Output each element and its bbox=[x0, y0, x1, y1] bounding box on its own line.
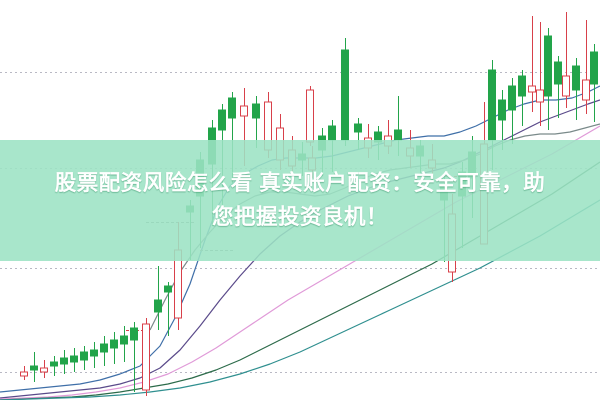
candle-body bbox=[458, 171, 466, 197]
candle-up bbox=[50, 356, 58, 376]
candle-body bbox=[288, 149, 296, 167]
candle-up bbox=[554, 56, 562, 118]
candle-body bbox=[341, 49, 349, 141]
candle-body bbox=[536, 89, 544, 103]
candle-body bbox=[582, 79, 590, 101]
candle-body bbox=[572, 65, 580, 91]
candle-down bbox=[20, 366, 28, 380]
candle-body bbox=[528, 85, 536, 93]
candle-body bbox=[468, 151, 476, 179]
candle-body bbox=[60, 357, 68, 365]
candle-body bbox=[544, 35, 552, 97]
candle-body bbox=[562, 75, 570, 97]
candle-body bbox=[518, 75, 526, 97]
candle-body bbox=[142, 323, 150, 391]
candle-body bbox=[354, 123, 362, 133]
candle-up bbox=[154, 266, 162, 330]
candle-down bbox=[264, 92, 272, 158]
candle-down bbox=[528, 16, 536, 112]
candle-body bbox=[448, 213, 456, 273]
candle-body bbox=[100, 343, 108, 353]
candle-down bbox=[562, 12, 570, 108]
candle-up bbox=[110, 332, 118, 364]
candle-body bbox=[154, 299, 162, 313]
candle-up bbox=[80, 346, 88, 370]
candle-body bbox=[298, 153, 306, 161]
candle-up bbox=[70, 348, 78, 372]
candle-up bbox=[508, 78, 516, 144]
candle-body bbox=[218, 109, 226, 131]
candle-body bbox=[374, 131, 382, 143]
candle-body bbox=[196, 159, 204, 197]
candle-body bbox=[364, 137, 372, 149]
candle-up bbox=[30, 352, 38, 382]
candle-up bbox=[130, 322, 138, 392]
candle-up bbox=[90, 342, 98, 368]
candle-up bbox=[590, 44, 598, 122]
candle-body bbox=[440, 185, 448, 201]
candle-body bbox=[384, 135, 392, 147]
candle-body bbox=[110, 339, 118, 349]
candle-body bbox=[264, 101, 272, 151]
candle-body bbox=[428, 159, 436, 169]
candle-body bbox=[318, 135, 326, 151]
candle-down bbox=[582, 20, 590, 114]
candle-up bbox=[120, 326, 128, 362]
candle-body bbox=[90, 349, 98, 357]
candle-body bbox=[554, 61, 562, 85]
candle-body bbox=[488, 69, 496, 141]
candle-up bbox=[100, 336, 108, 366]
candle-body bbox=[50, 361, 58, 367]
candle-body bbox=[306, 89, 314, 143]
candle-up bbox=[164, 282, 172, 336]
candle-down bbox=[40, 360, 48, 378]
candle-body bbox=[120, 335, 128, 345]
candle-body bbox=[174, 249, 182, 319]
candle-body bbox=[80, 351, 88, 361]
candle-body bbox=[252, 103, 260, 119]
candle-body bbox=[208, 127, 216, 165]
candle-body bbox=[70, 355, 78, 363]
candle-body bbox=[276, 127, 284, 161]
candle-up bbox=[518, 70, 526, 126]
candle-body bbox=[130, 327, 138, 341]
candle-up bbox=[60, 350, 68, 374]
candle-body bbox=[406, 147, 414, 157]
candle-up bbox=[544, 28, 552, 130]
candle-body bbox=[20, 371, 28, 377]
candle-up bbox=[252, 96, 260, 148]
candle-body bbox=[228, 97, 236, 119]
candle-body bbox=[480, 143, 488, 245]
candle-body bbox=[308, 157, 316, 171]
candle-up bbox=[341, 38, 349, 146]
candle-down bbox=[306, 86, 314, 146]
candle-body bbox=[498, 99, 506, 121]
candle-body bbox=[508, 85, 516, 111]
candle-body bbox=[186, 205, 194, 213]
candle-up bbox=[572, 58, 580, 120]
candle-body bbox=[328, 125, 336, 141]
candle-body bbox=[394, 129, 402, 141]
candle-down bbox=[142, 318, 150, 396]
candle-body bbox=[590, 51, 598, 85]
candle-body bbox=[164, 285, 172, 293]
candle-body bbox=[40, 367, 48, 373]
candle-down bbox=[536, 22, 544, 126]
candle-body bbox=[30, 365, 38, 371]
candle-body bbox=[416, 145, 424, 157]
candle-body bbox=[240, 105, 248, 117]
